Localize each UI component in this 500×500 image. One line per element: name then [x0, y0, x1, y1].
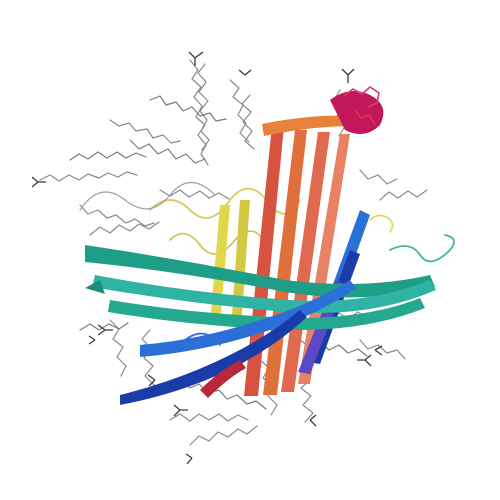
strand-blue-bottom: [140, 280, 356, 357]
lipid-chain: [379, 189, 428, 201]
ligand-yellow: [369, 214, 394, 233]
lipid-chain: [300, 379, 314, 423]
headgroup: [188, 51, 204, 66]
lipid-chain: [179, 379, 267, 410]
lipid-chain: [129, 139, 206, 164]
headgroup: [147, 374, 156, 387]
lipid-chain: [79, 204, 155, 227]
lipid-chain: [109, 119, 181, 144]
strand-yellow: [210, 205, 230, 325]
loop-yellow: [149, 187, 301, 219]
headgroup: [31, 176, 46, 188]
lipid-chain: [39, 171, 138, 182]
bottom-strands: [120, 280, 356, 405]
lipid-chain: [359, 339, 406, 360]
lipid-chain: [169, 413, 249, 422]
lipid-chain: [69, 151, 147, 161]
strand-teal-mid: [92, 275, 436, 314]
loop-cyan: [389, 234, 455, 263]
lipid-chain: [89, 221, 160, 236]
beta-barrel: [210, 91, 384, 396]
headgroup: [97, 324, 113, 336]
lipid-chain: [229, 79, 250, 143]
headgroup: [341, 68, 355, 83]
lipid-chain: [189, 425, 258, 446]
lipid-chain: [159, 189, 230, 200]
lipid-chain: [149, 95, 227, 122]
lipid-chain: [241, 94, 255, 150]
lipid-chain: [79, 322, 129, 331]
headgroup: [185, 453, 193, 465]
headgroup: [357, 354, 372, 367]
lipid-chain: [189, 59, 209, 166]
strand-red-bottom: [200, 360, 246, 398]
ligand-red: [354, 109, 376, 125]
headgroup: [309, 414, 317, 427]
strand-orange-top: [262, 115, 356, 136]
headgroup: [173, 404, 188, 417]
lipid-chain: [359, 169, 398, 185]
lipid-headgroups: [31, 51, 383, 465]
strand-navy-bottom: [120, 310, 307, 405]
headgroup: [374, 345, 383, 356]
loop-gray: [79, 181, 216, 211]
strand-teal-arrow: [85, 280, 105, 294]
ligand-magenta: [344, 85, 380, 108]
ligand: [344, 85, 394, 233]
strand-yellow-2: [232, 200, 250, 315]
headgroup: [238, 69, 252, 76]
lipid-chain: [141, 329, 155, 396]
strand-teal-low: [108, 298, 425, 330]
headgroup: [88, 335, 96, 345]
lipid-chain: [197, 63, 210, 151]
